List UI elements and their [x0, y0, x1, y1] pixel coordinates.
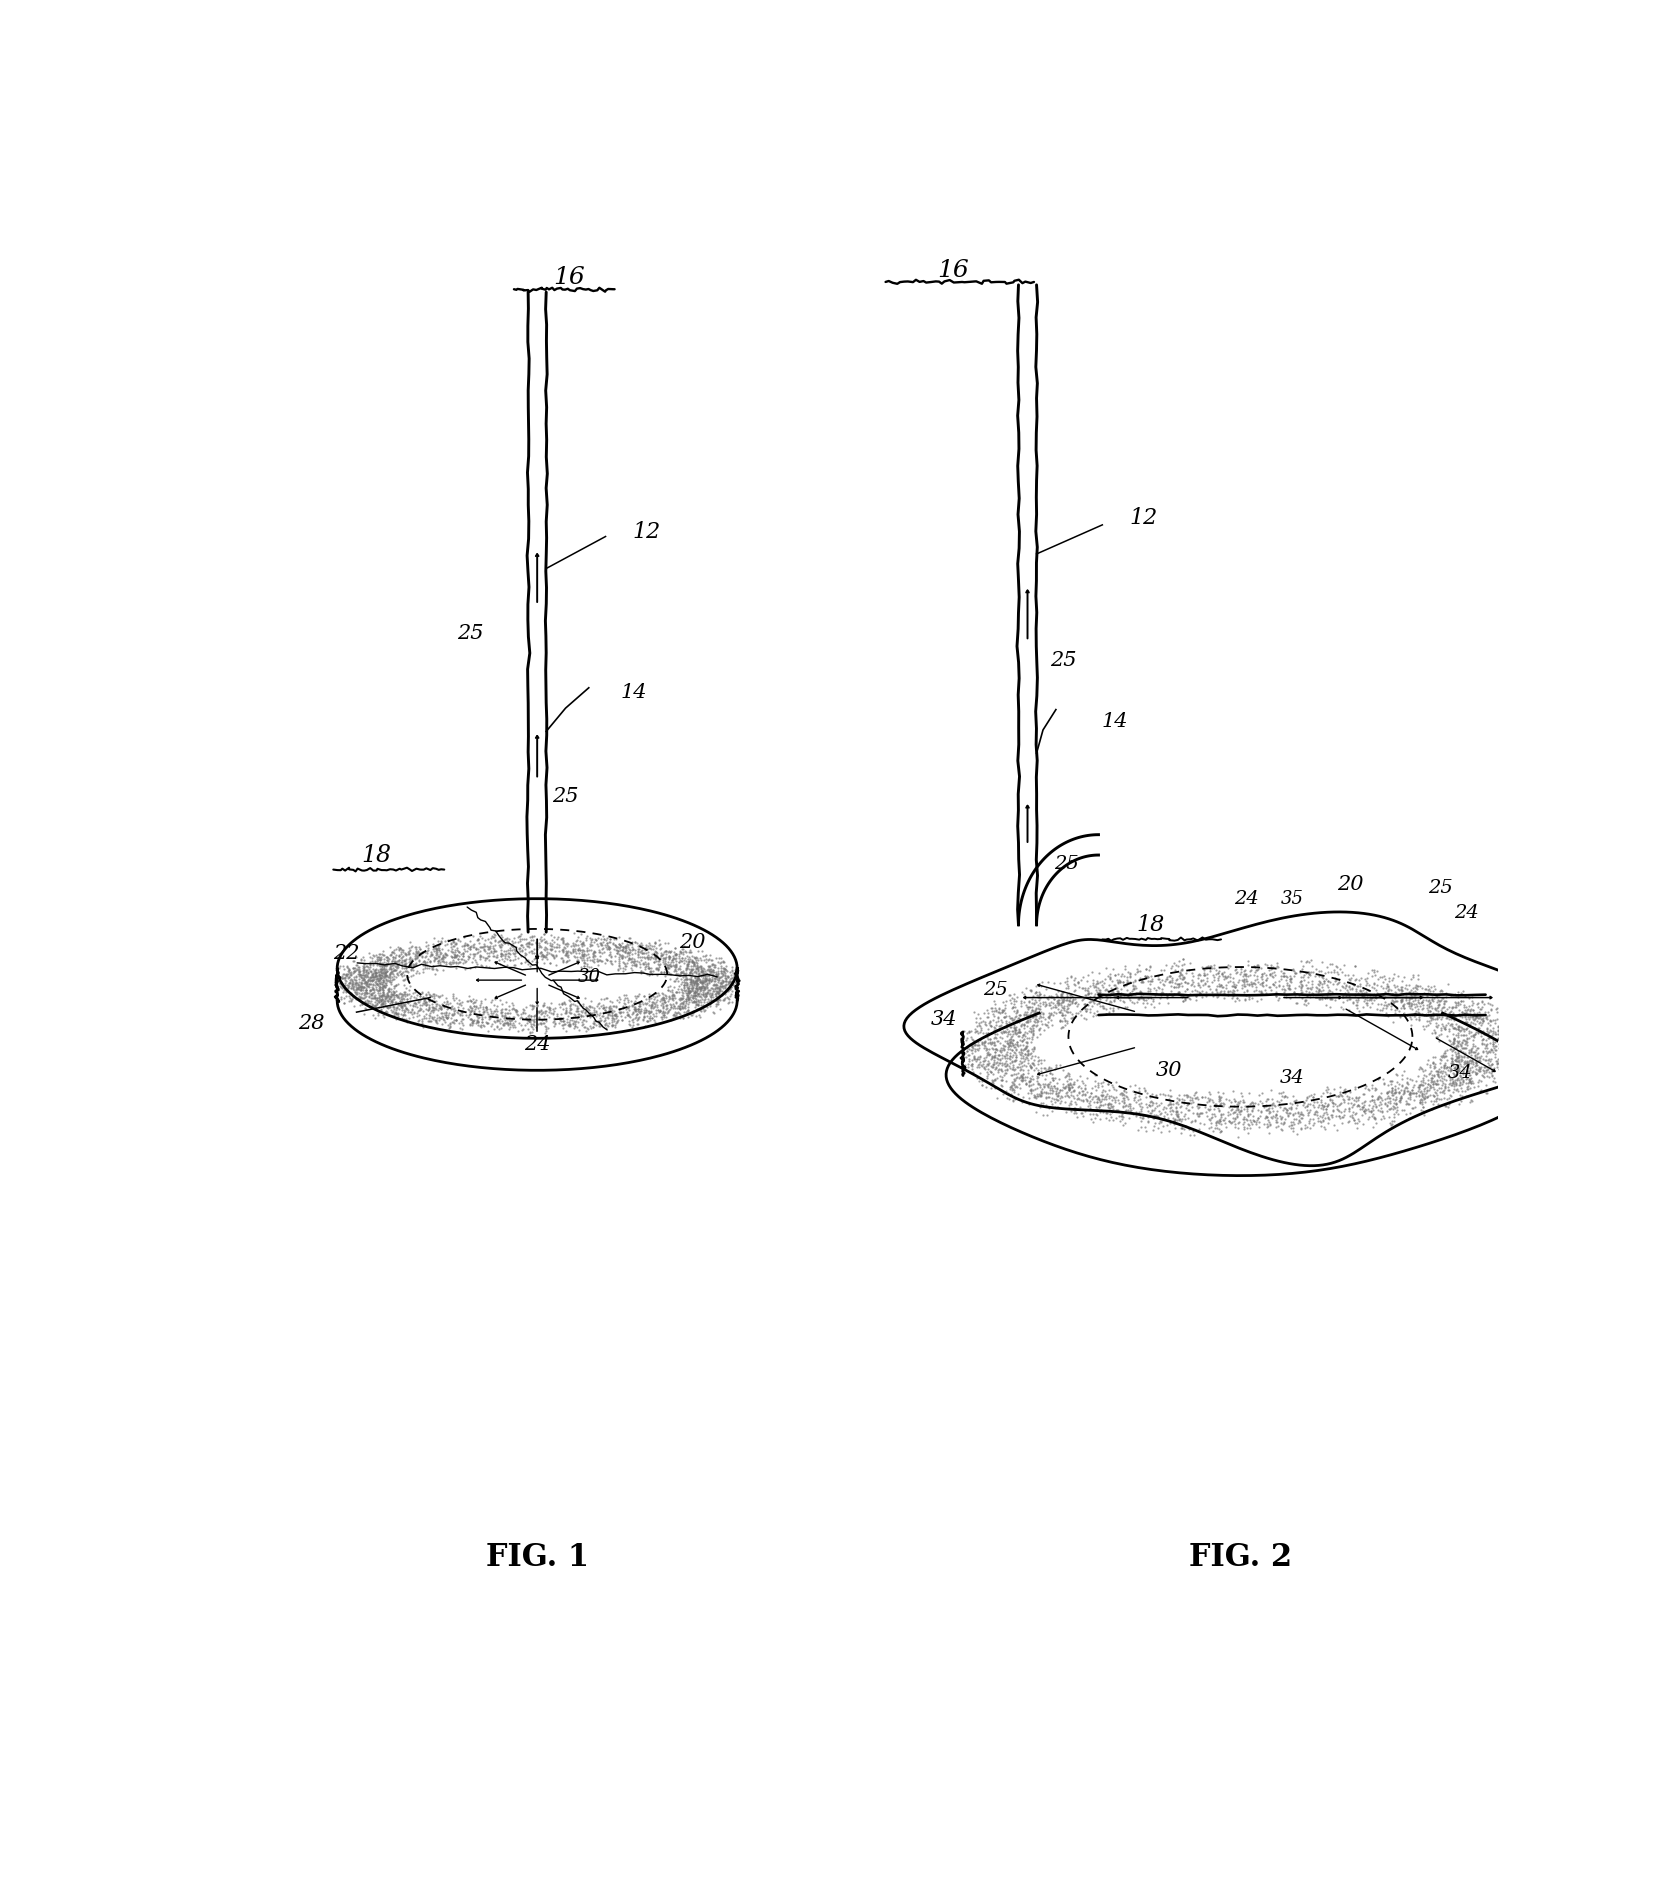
Text: 34: 34 [930, 1011, 957, 1030]
Text: 20: 20 [1336, 875, 1363, 893]
Text: 35: 35 [1280, 890, 1303, 909]
Text: 18: 18 [361, 844, 391, 867]
Text: 14: 14 [621, 682, 647, 701]
Text: 25: 25 [982, 980, 1007, 999]
Text: 24: 24 [1233, 890, 1258, 909]
Text: 12: 12 [632, 521, 661, 544]
Text: 18: 18 [1135, 914, 1163, 935]
Text: 25: 25 [1053, 854, 1078, 873]
Text: 20: 20 [679, 933, 706, 952]
Text: FIG. 1: FIG. 1 [486, 1541, 589, 1574]
Text: 22: 22 [333, 944, 359, 963]
Text: 24: 24 [524, 1035, 551, 1054]
Text: 28: 28 [298, 1014, 324, 1033]
Text: 14: 14 [1102, 712, 1128, 731]
Text: 25: 25 [1050, 650, 1077, 669]
Text: 34: 34 [1446, 1064, 1471, 1082]
Text: FIG. 2: FIG. 2 [1188, 1541, 1291, 1574]
Text: 25: 25 [1428, 880, 1453, 897]
Text: 16: 16 [937, 259, 968, 281]
Text: 24: 24 [1453, 905, 1478, 922]
Text: 25: 25 [552, 788, 579, 807]
Text: 16: 16 [552, 266, 586, 289]
Text: 34: 34 [1280, 1069, 1303, 1086]
Text: 30: 30 [577, 969, 601, 986]
Text: 30: 30 [1155, 1062, 1181, 1081]
Text: 25: 25 [456, 625, 483, 644]
Text: 12: 12 [1128, 506, 1156, 529]
